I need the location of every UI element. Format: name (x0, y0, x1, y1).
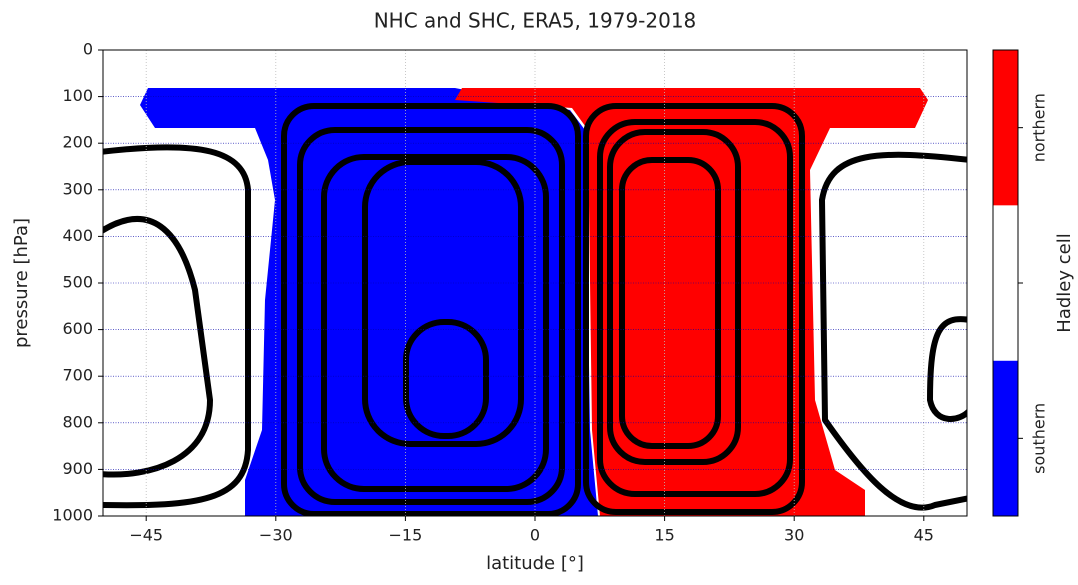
x-tick-label: 45 (914, 526, 934, 545)
contour (607, 129, 741, 465)
contour (619, 157, 721, 449)
colorbar-segment (993, 50, 1018, 206)
northern-cell-region (455, 88, 928, 516)
x-tick-label: −30 (259, 526, 293, 545)
contour (597, 119, 793, 497)
x-tick-label: 30 (784, 526, 804, 545)
y-axis-label: pressure [hPa] (11, 218, 32, 348)
contour (321, 154, 549, 492)
colorbar-tick-label: northern (1030, 93, 1049, 162)
y-tick-label: 800 (62, 412, 93, 431)
contour (583, 103, 805, 515)
y-tick-label: 900 (62, 459, 93, 478)
x-tick-label: 15 (654, 526, 674, 545)
contour (362, 159, 524, 447)
y-tick-label: 0 (83, 40, 93, 59)
colorbar-segment (993, 360, 1018, 516)
colorbar-segment (993, 205, 1018, 361)
y-tick-label: 1000 (52, 506, 93, 525)
y-tick-label: 600 (62, 319, 93, 338)
y-tick-label: 300 (62, 179, 93, 198)
contour (403, 319, 489, 439)
x-tick-label: 0 (530, 526, 540, 545)
y-tick-label: 100 (62, 86, 93, 105)
contour (281, 103, 581, 516)
contour (927, 316, 967, 422)
plot-shapes (103, 88, 967, 516)
x-tick-label: −45 (129, 526, 163, 545)
contour (103, 216, 213, 478)
contour (103, 144, 251, 509)
contour (297, 127, 565, 505)
chart-title: NHC and SHC, ERA5, 1979-2018 (374, 9, 697, 33)
colorbar-label: Hadley cell (1054, 233, 1075, 332)
contour (819, 151, 967, 511)
colorbar-tick-label: southern (1030, 403, 1049, 474)
x-axis-label: latitude [°] (486, 553, 584, 574)
y-tick-label: 400 (62, 226, 93, 245)
y-tick-label: 200 (62, 133, 93, 152)
y-tick-label: 500 (62, 273, 93, 292)
x-tick-label: −15 (389, 526, 423, 545)
y-tick-label: 700 (62, 366, 93, 385)
